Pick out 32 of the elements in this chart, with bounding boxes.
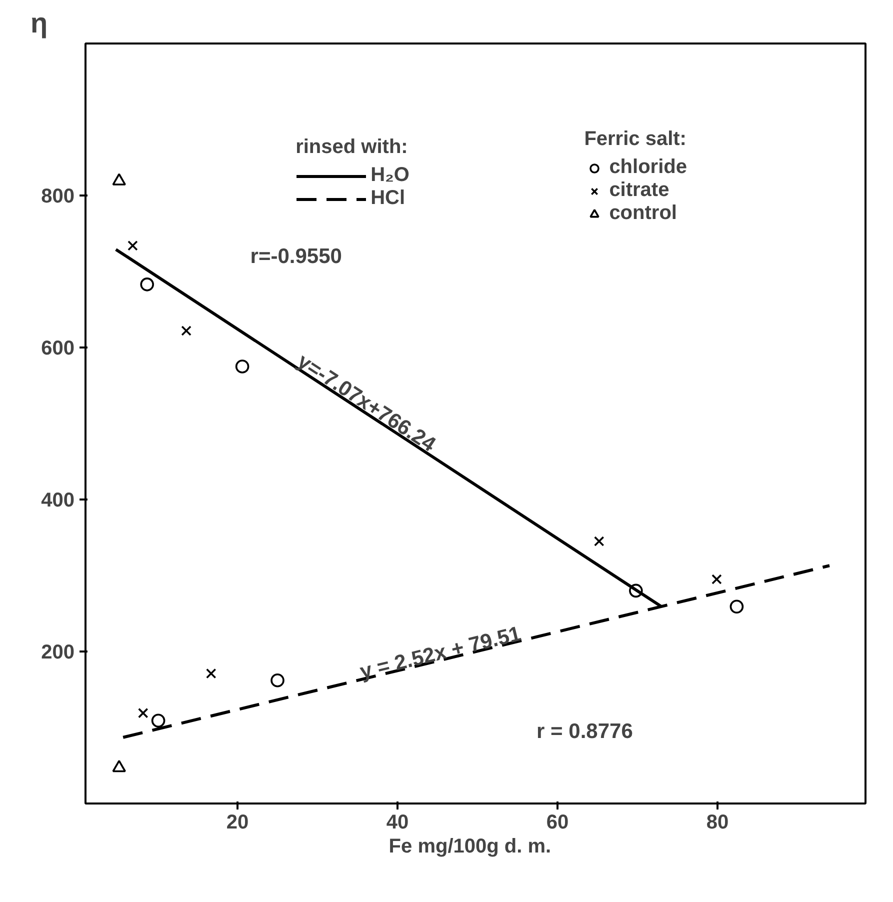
y-tick-label: 400 bbox=[41, 490, 75, 512]
x-axis-title: Fe mg/100g d. m. bbox=[388, 836, 552, 858]
point bbox=[128, 240, 138, 251]
legend-label: chloride bbox=[609, 156, 687, 180]
legend-label: citrate bbox=[609, 179, 670, 202]
legend-label: H₂O bbox=[370, 164, 410, 188]
point bbox=[629, 584, 643, 598]
point bbox=[730, 600, 744, 614]
annotation: Ferric salt: bbox=[584, 128, 687, 152]
legend-label: HCl bbox=[370, 187, 406, 210]
point bbox=[712, 574, 722, 584]
x-tick-label: 40 bbox=[386, 812, 409, 834]
y-tick-label: 600 bbox=[41, 338, 75, 360]
legend-label: control bbox=[609, 202, 677, 226]
y-tick-label: 200 bbox=[41, 642, 75, 664]
point bbox=[181, 326, 192, 336]
point bbox=[206, 668, 216, 679]
point bbox=[138, 708, 148, 718]
annotation: rinsed with: bbox=[296, 136, 409, 160]
y-tick-label: 800 bbox=[41, 186, 75, 208]
point bbox=[235, 360, 250, 374]
point bbox=[270, 673, 284, 688]
x-tick-label: 20 bbox=[226, 812, 249, 834]
annotation: y = 2.52x + 79.51 bbox=[358, 622, 524, 684]
y-axis-title: η bbox=[30, 8, 48, 38]
point bbox=[594, 536, 604, 546]
point bbox=[151, 714, 166, 728]
point bbox=[140, 278, 154, 292]
annotation: r=-0.9550 bbox=[250, 244, 342, 268]
annotation: r = 0.8776 bbox=[536, 720, 633, 743]
x-tick-label: 80 bbox=[706, 812, 729, 834]
x-tick-label: 60 bbox=[546, 812, 569, 834]
